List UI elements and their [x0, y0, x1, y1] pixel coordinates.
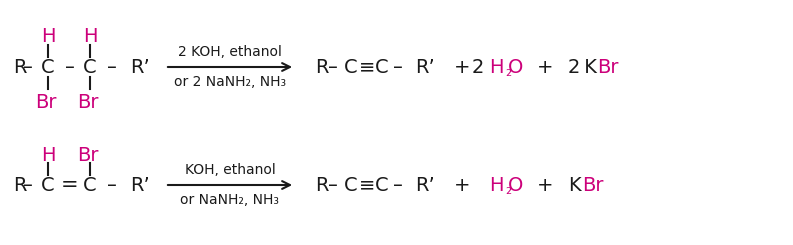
Text: R: R [315, 58, 328, 76]
Text: ≡: ≡ [358, 58, 375, 76]
Text: C: C [375, 175, 389, 195]
Text: C: C [83, 58, 97, 76]
Text: 2: 2 [472, 58, 488, 76]
Text: ₂: ₂ [505, 182, 511, 196]
Text: ≡: ≡ [358, 175, 375, 195]
Text: +: + [454, 175, 470, 195]
Text: –: – [393, 58, 403, 76]
Text: R: R [315, 175, 328, 195]
Text: R: R [13, 175, 26, 195]
Text: –: – [23, 58, 33, 76]
Text: C: C [83, 175, 97, 195]
Text: –: – [23, 175, 33, 195]
Text: Br: Br [582, 175, 603, 195]
Text: R’: R’ [130, 175, 150, 195]
Text: –: – [393, 175, 403, 195]
Text: R’: R’ [130, 58, 150, 76]
Text: C: C [344, 58, 358, 76]
Text: O: O [508, 58, 523, 76]
Text: R: R [13, 58, 26, 76]
Text: C: C [344, 175, 358, 195]
Text: C: C [41, 58, 55, 76]
Text: 2 KOH, ethanol: 2 KOH, ethanol [178, 45, 282, 59]
Text: K: K [568, 175, 580, 195]
Text: +: + [537, 175, 554, 195]
Text: –: – [107, 58, 117, 76]
Text: R’: R’ [415, 175, 435, 195]
Text: Br: Br [77, 146, 99, 164]
Text: ₂: ₂ [505, 63, 511, 78]
Text: KOH, ethanol: KOH, ethanol [185, 163, 275, 177]
Text: +: + [537, 58, 554, 76]
Text: or 2 NaNH₂, NH₃: or 2 NaNH₂, NH₃ [174, 75, 286, 89]
Text: Br: Br [77, 93, 99, 111]
Text: H: H [488, 175, 504, 195]
Text: Br: Br [35, 93, 57, 111]
Text: –: – [328, 175, 338, 195]
Text: C: C [41, 175, 55, 195]
Text: H: H [40, 146, 56, 164]
Text: –: – [65, 58, 75, 76]
Text: Br: Br [597, 58, 619, 76]
Text: H: H [488, 58, 504, 76]
Text: O: O [508, 175, 523, 195]
Text: R’: R’ [415, 58, 435, 76]
Text: H: H [40, 27, 56, 47]
Text: C: C [375, 58, 389, 76]
Text: –: – [328, 58, 338, 76]
Text: 2 K: 2 K [568, 58, 597, 76]
Text: =: = [61, 175, 79, 195]
Text: H: H [82, 27, 98, 47]
Text: or NaNH₂, NH₃: or NaNH₂, NH₃ [181, 193, 279, 207]
Text: +: + [454, 58, 470, 76]
Text: –: – [107, 175, 117, 195]
